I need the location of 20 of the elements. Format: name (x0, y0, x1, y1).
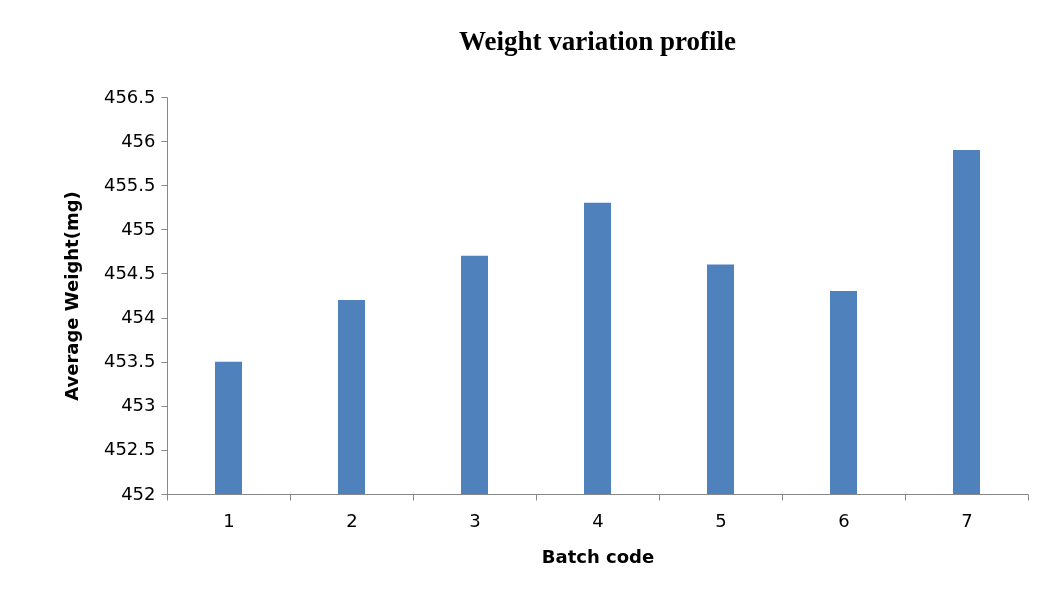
x-tick-label: 5 (715, 509, 727, 531)
x-tick-label: 7 (961, 509, 973, 531)
chart-title: Weight variation profile (459, 26, 736, 56)
x-tick-label: 4 (592, 509, 604, 531)
x-tick-label: 6 (838, 509, 850, 531)
y-tick-label: 453 (121, 394, 156, 416)
x-tick-label: 1 (223, 509, 235, 531)
y-tick-label: 456 (121, 129, 156, 151)
y-axis-title: Average Weight(mg) (60, 191, 82, 401)
y-tick-label: 455 (121, 217, 156, 239)
y-tick-label: 453.5 (103, 350, 156, 372)
y-tick-label: 456.5 (103, 85, 156, 107)
x-tick-label: 2 (346, 509, 358, 531)
y-tick-label: 454.5 (103, 261, 156, 283)
x-tick-label: 3 (469, 509, 481, 531)
y-tick-label: 455.5 (103, 173, 156, 195)
y-tick-label: 452 (121, 482, 156, 504)
x-axis-title: Batch code (541, 545, 655, 567)
y-tick-label: 454 (121, 306, 156, 328)
y-tick-label: 452.5 (103, 438, 156, 460)
